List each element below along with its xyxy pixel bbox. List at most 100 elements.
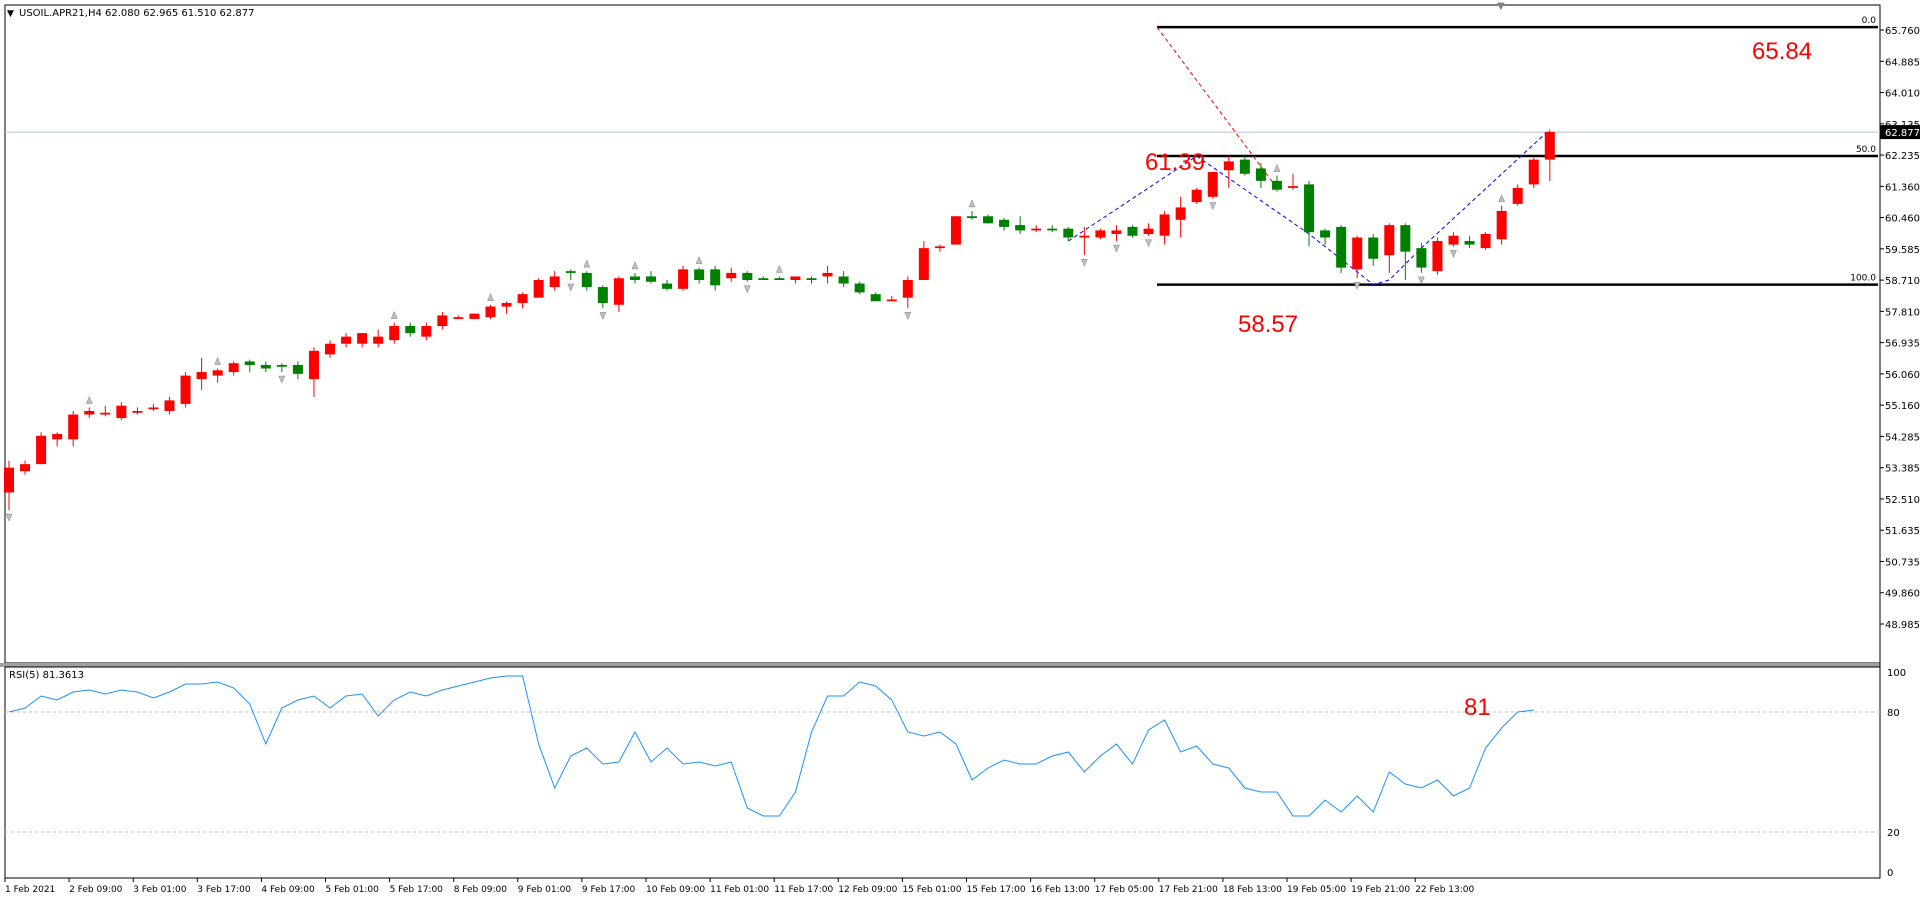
scroll-marker-icon[interactable]: ▼ <box>1497 1 1505 12</box>
candle-body <box>1528 159 1539 185</box>
candle-body <box>260 364 271 369</box>
fractal-up-icon <box>85 395 93 404</box>
time-label: 5 Feb 01:00 <box>326 885 380 895</box>
candle-body <box>68 414 79 440</box>
candle-body <box>1079 235 1090 238</box>
fibonacci-levels[interactable]: 0.0 50.0 100.0 <box>1157 16 1878 286</box>
candle-body <box>1047 228 1058 231</box>
candle-body <box>1432 241 1443 272</box>
candle-body <box>1031 228 1042 231</box>
candle-body <box>132 411 143 413</box>
annotation-low: 58.57 <box>1238 311 1298 338</box>
price-label: 55.160 <box>1885 401 1920 412</box>
time-label: 2 Feb 09:00 <box>69 885 123 895</box>
fractal-up-icon <box>695 255 703 264</box>
candle-body <box>453 317 464 319</box>
candle-body <box>950 216 961 245</box>
time-label: 9 Feb 17:00 <box>582 885 636 895</box>
candle-body <box>1223 161 1234 171</box>
fractal-down-icon <box>1209 202 1217 211</box>
candle-body <box>20 464 31 472</box>
candles <box>4 129 1555 511</box>
candle-body <box>405 326 416 334</box>
fractal-markers <box>5 163 1506 522</box>
rsi-frame <box>4 666 1881 879</box>
menu-triangle-icon[interactable]: ▼ <box>7 9 14 19</box>
candle-body <box>646 276 656 282</box>
fractal-up-icon <box>214 356 222 365</box>
candle-body <box>838 276 849 284</box>
time-label: 8 Feb 09:00 <box>454 885 508 895</box>
candle-body <box>52 434 63 440</box>
candle-body <box>918 248 929 280</box>
candle-body <box>967 216 977 219</box>
candle-body <box>934 246 945 249</box>
price-label: 56.060 <box>1885 370 1920 381</box>
fractal-up-icon <box>631 261 639 270</box>
rsi-line-group <box>8 675 1534 817</box>
time-label: 3 Feb 17:00 <box>197 885 251 895</box>
candle-body <box>1111 230 1122 234</box>
candle-body <box>886 299 897 302</box>
candle-body <box>276 364 287 367</box>
candle-body <box>421 326 432 337</box>
price-label: 65.760 <box>1885 26 1920 37</box>
price-label: 50.735 <box>1885 557 1920 568</box>
time-label: 9 Feb 01:00 <box>518 885 572 895</box>
candle-body <box>196 372 207 380</box>
candle-body <box>1288 186 1298 188</box>
time-label: 22 Feb 13:00 <box>1415 885 1474 895</box>
candle-body <box>694 269 705 280</box>
candle-body <box>373 336 384 344</box>
price-label: 62.235 <box>1885 151 1920 162</box>
candle-body <box>678 269 689 289</box>
price-label: 48.985 <box>1885 620 1920 631</box>
time-label: 5 Feb 17:00 <box>390 885 444 895</box>
candle-body <box>662 283 673 289</box>
fractal-down-icon <box>1353 281 1361 290</box>
indicator-separator[interactable] <box>0 663 1880 667</box>
fractal-down-icon <box>904 312 912 320</box>
price-label: 61.360 <box>1885 182 1920 193</box>
fractal-down-icon <box>567 283 575 292</box>
candle-body <box>1336 226 1347 268</box>
candle-body <box>1320 230 1331 238</box>
candle-body <box>870 294 881 302</box>
candle-body <box>180 375 191 404</box>
time-label: 16 Feb 13:00 <box>1031 885 1090 895</box>
candle-body <box>228 363 239 373</box>
rsi-axis: 100 80 20 0 <box>5 668 1906 879</box>
fractal-up-icon <box>583 259 591 268</box>
candle-body <box>485 306 496 318</box>
candle-body <box>1159 214 1170 236</box>
candle-body <box>1416 248 1427 268</box>
price-label: 51.635 <box>1885 526 1920 537</box>
rsi-header: RSI(5) 81.3613 <box>9 670 84 681</box>
symbol-header: USOIL.APR21,H4 62.080 62.965 61.510 62.8… <box>19 8 255 19</box>
candle-body <box>148 407 159 410</box>
price-axis: 65.76064.88564.01063.13562.23561.36060.4… <box>1879 5 1920 878</box>
time-label: 17 Feb 21:00 <box>1159 885 1218 895</box>
fractal-up-icon <box>1498 193 1506 202</box>
candle-body <box>533 279 544 298</box>
time-label: 1 Feb 2021 <box>5 885 55 895</box>
candle-body <box>1368 237 1379 259</box>
candle-body <box>581 272 592 288</box>
fractal-down-icon <box>5 513 13 522</box>
candle-body <box>292 364 303 374</box>
fractal-down-icon <box>1145 239 1152 248</box>
fractal-down-icon <box>599 312 607 320</box>
rsi-level-label: 0 <box>1887 868 1893 879</box>
candle-body <box>1352 237 1363 270</box>
candle-body <box>742 272 753 280</box>
time-label: 12 Feb 09:00 <box>838 885 897 895</box>
candle-body <box>999 219 1010 227</box>
fractal-up-icon <box>968 199 976 208</box>
candle-body <box>4 467 14 493</box>
price-label: 64.010 <box>1885 89 1920 100</box>
candle-body <box>1127 226 1138 236</box>
time-label: 17 Feb 05:00 <box>1095 885 1154 895</box>
fractal-up-icon <box>776 264 783 273</box>
candle-body <box>116 405 127 419</box>
